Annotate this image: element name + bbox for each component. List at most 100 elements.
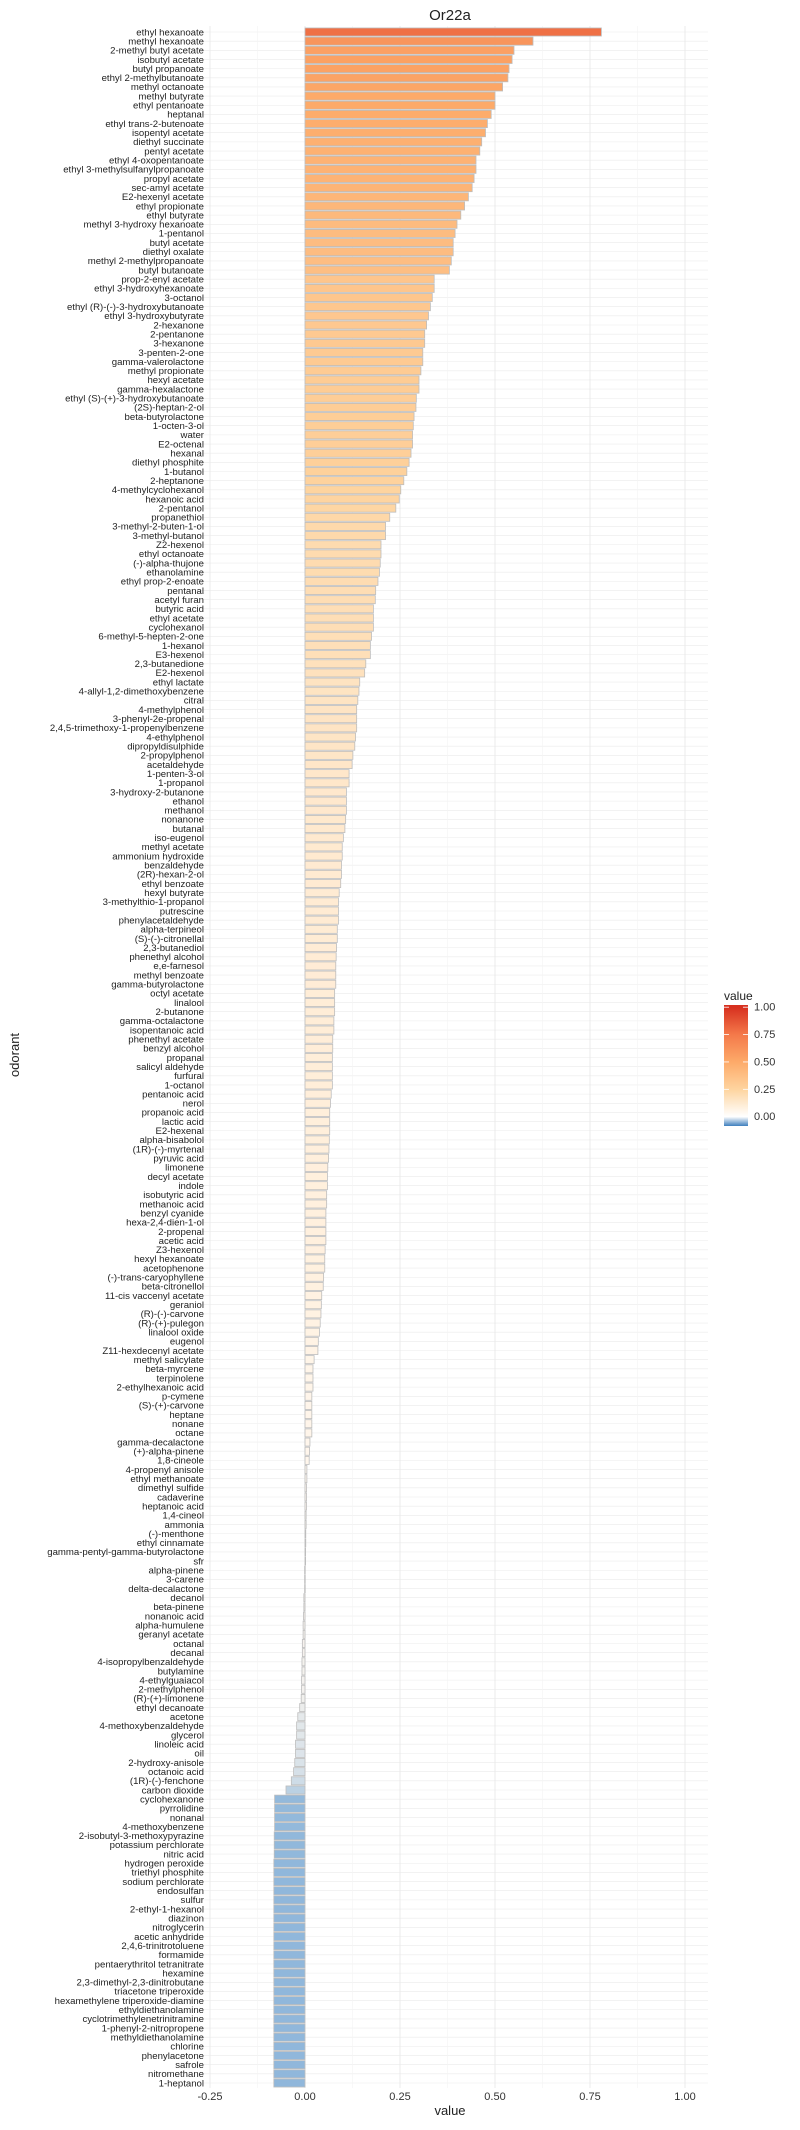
- y-tick-label: eugenol: [170, 1337, 204, 1348]
- bar: [304, 174, 475, 183]
- bar: [304, 1108, 331, 1117]
- bar: [304, 1217, 327, 1227]
- bar: [304, 1483, 307, 1493]
- y-tick-label: ethyl pentanoate: [133, 101, 204, 112]
- bar: [304, 1465, 308, 1474]
- y-tick-label: (1R)-(-)-fenchone: [130, 1776, 204, 1787]
- bar: [273, 2005, 306, 2015]
- y-tick-label: hydrogen peroxide: [125, 1859, 204, 1870]
- bar: [304, 1135, 330, 1145]
- bar: [295, 1739, 306, 1749]
- bar: [304, 695, 359, 705]
- bar: [301, 1684, 306, 1694]
- y-tick-label: beta-pinene: [153, 1602, 204, 1613]
- y-tick-label: nonanal: [170, 1813, 204, 1824]
- y-tick-label: pentanoic acid: [142, 1089, 204, 1100]
- bar: [290, 1776, 306, 1786]
- y-tick-label: 6-methyl-5-hepten-2-one: [98, 632, 204, 643]
- y-tick-label: pentanal: [167, 586, 204, 597]
- y-tick-label: furfural: [174, 1071, 204, 1082]
- y-tick-label: diethyl oxalate: [143, 247, 204, 258]
- bar: [304, 1382, 314, 1392]
- bars: [273, 27, 602, 2088]
- bar: [293, 1767, 306, 1777]
- y-tick-label: E3-hexenol: [155, 650, 204, 661]
- bar: [304, 796, 347, 806]
- y-tick-label: methyl 2-methylpropanoate: [88, 256, 204, 267]
- y-tick-label: p-cymene: [162, 1392, 204, 1403]
- bar: [304, 760, 353, 769]
- y-tick-label: pyruvic acid: [153, 1154, 204, 1165]
- y-tick-label: triacetone triperoxide: [114, 1987, 204, 1998]
- bar: [304, 1391, 313, 1401]
- y-tick-label: geranyl acetate: [138, 1630, 204, 1641]
- bar: [304, 393, 417, 403]
- y-tick-label: gamma-pentyl-gamma-butyrolactone: [47, 1547, 204, 1558]
- bar: [295, 1748, 306, 1758]
- bar: [304, 485, 402, 495]
- bar: [304, 1025, 335, 1035]
- y-tick-label: (R)-(+)-limonene: [133, 1694, 204, 1705]
- y-tick-label: acetophenone: [143, 1263, 204, 1274]
- y-tick-label: phenylacetaldehyde: [119, 915, 204, 926]
- y-tick-label: diethyl succinate: [133, 137, 204, 148]
- y-tick-label: ethyl decanoate: [136, 1703, 204, 1714]
- y-axis-title: odorant: [7, 1033, 22, 1077]
- bar: [273, 2069, 306, 2079]
- y-tick-label: terpinolene: [157, 1373, 204, 1384]
- y-tick-label: alpha-terpineol: [141, 925, 204, 936]
- bar: [304, 45, 515, 55]
- bar: [304, 1089, 332, 1099]
- y-tick-label: ammonia: [165, 1520, 205, 1531]
- y-tick-label: cyclohexanone: [140, 1794, 204, 1805]
- y-tick-label: methyl octanoate: [131, 82, 204, 93]
- bar: [273, 2051, 306, 2060]
- y-tick-label: prop-2-enyl acetate: [121, 275, 204, 286]
- y-tick-label: 4-propenyl anisole: [126, 1465, 204, 1476]
- bar: [304, 448, 412, 458]
- y-tick-label: butyl propanoate: [133, 64, 204, 75]
- bar: [273, 1959, 306, 1969]
- bar: [304, 567, 380, 577]
- y-tick-label: 1-octanol: [165, 1080, 204, 1091]
- legend-tick-label: 1.00: [754, 1002, 775, 1014]
- y-tick-label: linalool: [174, 998, 204, 1009]
- y-tick-label: benzyl alcohol: [143, 1044, 204, 1055]
- y-tick-label: ethyl 3-methylsulfanylpropanoate: [63, 165, 204, 176]
- y-tick-label: acetaldehyde: [147, 760, 204, 771]
- bar: [273, 1904, 306, 1914]
- bar: [304, 128, 486, 138]
- bar: [304, 1062, 333, 1072]
- y-tick-label: 4-ethylphenol: [146, 732, 204, 743]
- bar: [304, 1529, 307, 1539]
- bar: [304, 1419, 313, 1429]
- y-tick-label: 2-pentanone: [150, 329, 204, 340]
- y-tick-label: putrescine: [160, 906, 204, 917]
- bar: [304, 686, 360, 696]
- bar: [304, 604, 374, 614]
- bar: [304, 1410, 313, 1420]
- y-tick-label: nonane: [172, 1419, 204, 1430]
- bar: [304, 1043, 334, 1053]
- bar: [304, 540, 382, 550]
- bar: [273, 1877, 306, 1886]
- y-tick-label: 4-methoxybenzene: [122, 1822, 204, 1833]
- bar: [304, 924, 338, 934]
- y-tick-label: limonene: [165, 1163, 204, 1174]
- y-tick-label: methyl salicylate: [134, 1355, 204, 1366]
- y-tick-label: ethyl propionate: [136, 201, 204, 212]
- bar: [304, 384, 420, 394]
- y-tick-label: 2-propylphenol: [141, 751, 204, 762]
- bar: [273, 1977, 306, 1987]
- y-tick-label: beta-butyrolactone: [125, 412, 204, 423]
- y-tick-label: ethyl prop-2-enoate: [121, 577, 204, 588]
- bar: [304, 467, 408, 476]
- bar: [301, 1648, 306, 1658]
- y-tick-label: butyric acid: [155, 604, 204, 615]
- y-tick-label: alpha-bisabolol: [139, 1135, 204, 1146]
- bar: [304, 73, 509, 83]
- bar: [304, 888, 340, 898]
- bar: [304, 970, 337, 980]
- y-tick-label: hexyl hexanoate: [134, 1254, 204, 1265]
- bar: [304, 348, 424, 357]
